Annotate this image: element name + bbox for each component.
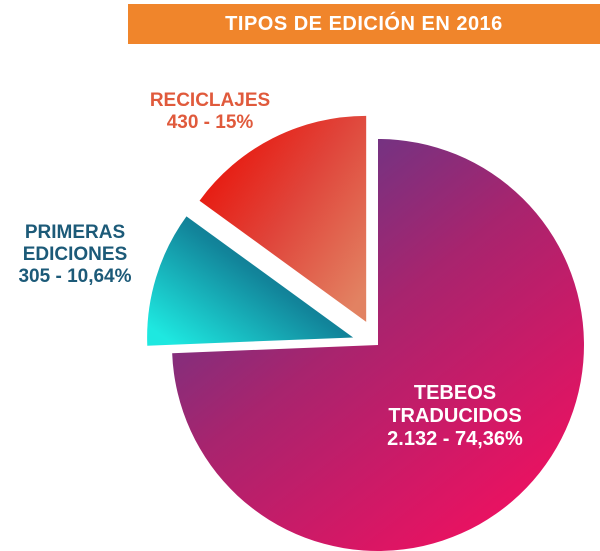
slice-primeras-ediciones [147,216,354,346]
slice-label-primeras-ediciones: PRIMERAS EDICIONES 305 - 10,64% [0,222,150,288]
slice-tebeos-traducidos [172,139,584,551]
slice-value-reciclajes: 430 - 15% [166,112,254,133]
slice-value-tebeos: 2.132 - 74,36% [387,428,523,450]
slice-value-primeras: 305 - 10,64% [18,266,132,287]
slices-layer [147,115,584,551]
slice-name-reciclajes: RECICLAJES [149,90,271,111]
slice-name-primeras-line2: EDICIONES [22,244,128,265]
slice-label-tebeos-traducidos: TEBEOS TRADUCIDOS 2.132 - 74,36% [330,382,580,451]
slice-name-tebeos-line2: TRADUCIDOS [388,405,522,427]
slice-name-primeras-line1: PRIMERAS [24,222,126,243]
slice-reciclajes [199,115,367,322]
chart-title: TIPOS DE EDICIÓN EN 2016 [225,12,503,35]
chart-title-bar: TIPOS DE EDICIÓN EN 2016 [128,4,600,44]
slice-label-reciclajes: RECICLAJES 430 - 15% [120,90,300,134]
slice-name-tebeos-line1: TEBEOS [413,382,497,404]
